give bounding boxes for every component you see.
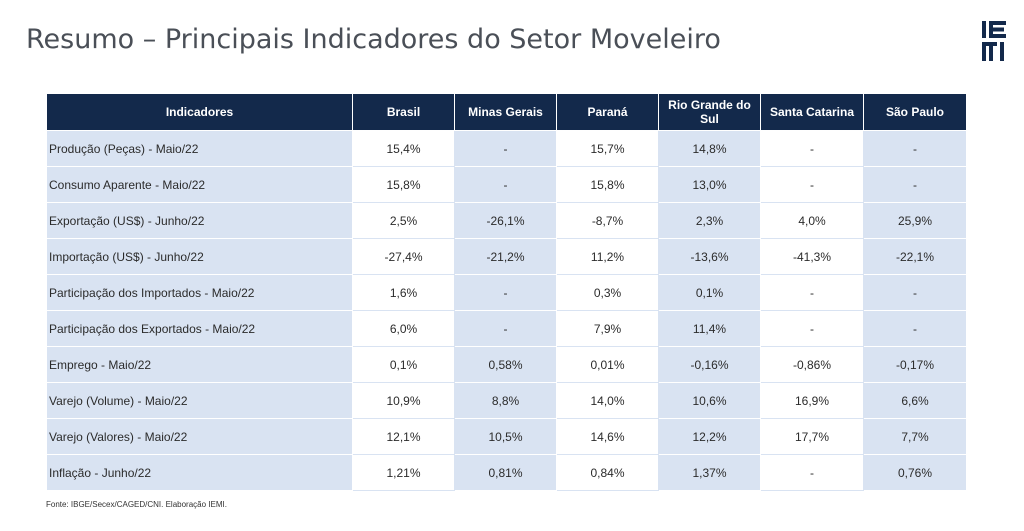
- row-label: Produção (Peças) - Maio/22: [46, 130, 353, 167]
- cell-parana: 0,01%: [556, 346, 659, 383]
- cell-santa-catarina: -41,3%: [760, 238, 864, 275]
- cell-rio-grande-do-sul: 14,8%: [658, 130, 761, 167]
- cell-minas-gerais: -21,2%: [454, 238, 557, 275]
- cell-parana: 0,3%: [556, 274, 659, 311]
- iemi-logo: [982, 21, 1006, 61]
- cell-sao-paulo: -: [863, 166, 967, 203]
- cell-sao-paulo: 7,7%: [863, 418, 967, 455]
- cell-brasil: 15,8%: [352, 166, 455, 203]
- cell-minas-gerais: -: [454, 274, 557, 311]
- cell-sao-paulo: 6,6%: [863, 382, 967, 419]
- cell-sao-paulo: -: [863, 310, 967, 347]
- row-label: Exportação (US$) - Junho/22: [46, 202, 353, 239]
- table-row: Inflação - Junho/22 1,21% 0,81% 0,84% 1,…: [46, 454, 967, 491]
- cell-brasil: 2,5%: [352, 202, 455, 239]
- cell-parana: 14,6%: [556, 418, 659, 455]
- row-label: Importação (US$) - Junho/22: [46, 238, 353, 275]
- cell-rio-grande-do-sul: 0,1%: [658, 274, 761, 311]
- cell-rio-grande-do-sul: 12,2%: [658, 418, 761, 455]
- cell-santa-catarina: 16,9%: [760, 382, 864, 419]
- row-label: Varejo (Volume) - Maio/22: [46, 382, 353, 419]
- header-rio-grande-do-sul: Rio Grande do Sul: [658, 93, 761, 131]
- row-label: Participação dos Exportados - Maio/22: [46, 310, 353, 347]
- cell-minas-gerais: -: [454, 166, 557, 203]
- cell-parana: 11,2%: [556, 238, 659, 275]
- table-row: Exportação (US$) - Junho/22 2,5% -26,1% …: [46, 202, 967, 239]
- cell-brasil: 1,21%: [352, 454, 455, 491]
- cell-minas-gerais: 10,5%: [454, 418, 557, 455]
- table-row: Participação dos Importados - Maio/22 1,…: [46, 274, 967, 311]
- cell-parana: 15,8%: [556, 166, 659, 203]
- cell-rio-grande-do-sul: 10,6%: [658, 382, 761, 419]
- cell-parana: 14,0%: [556, 382, 659, 419]
- header-brasil: Brasil: [352, 93, 455, 131]
- cell-santa-catarina: -0,86%: [760, 346, 864, 383]
- cell-rio-grande-do-sul: 13,0%: [658, 166, 761, 203]
- cell-sao-paulo: -: [863, 130, 967, 167]
- row-label: Varejo (Valores) - Maio/22: [46, 418, 353, 455]
- header-indicadores: Indicadores: [46, 93, 353, 131]
- cell-santa-catarina: -: [760, 454, 864, 491]
- cell-rio-grande-do-sul: -0,16%: [658, 346, 761, 383]
- cell-minas-gerais: 0,81%: [454, 454, 557, 491]
- cell-santa-catarina: -: [760, 310, 864, 347]
- cell-brasil: -27,4%: [352, 238, 455, 275]
- row-label: Participação dos Importados - Maio/22: [46, 274, 353, 311]
- header-santa-catarina: Santa Catarina: [760, 93, 864, 131]
- source-note: Fonte: IBGE/Secex/CAGED/CNI. Elaboração …: [46, 500, 227, 509]
- row-label: Emprego - Maio/22: [46, 346, 353, 383]
- table-row: Emprego - Maio/22 0,1% 0,58% 0,01% -0,16…: [46, 346, 967, 383]
- cell-santa-catarina: -: [760, 166, 864, 203]
- cell-sao-paulo: -0,17%: [863, 346, 967, 383]
- page-title: Resumo – Principais Indicadores do Setor…: [26, 24, 721, 55]
- cell-parana: 15,7%: [556, 130, 659, 167]
- indicators-table: Indicadores Brasil Minas Gerais Paraná R…: [46, 93, 967, 491]
- cell-minas-gerais: -: [454, 130, 557, 167]
- cell-brasil: 10,9%: [352, 382, 455, 419]
- cell-brasil: 0,1%: [352, 346, 455, 383]
- table-row: Varejo (Volume) - Maio/22 10,9% 8,8% 14,…: [46, 382, 967, 419]
- cell-minas-gerais: -: [454, 310, 557, 347]
- cell-parana: 0,84%: [556, 454, 659, 491]
- cell-minas-gerais: -26,1%: [454, 202, 557, 239]
- cell-brasil: 12,1%: [352, 418, 455, 455]
- row-label: Consumo Aparente - Maio/22: [46, 166, 353, 203]
- cell-brasil: 15,4%: [352, 130, 455, 167]
- cell-minas-gerais: 0,58%: [454, 346, 557, 383]
- header-sao-paulo: São Paulo: [863, 93, 967, 131]
- cell-sao-paulo: 0,76%: [863, 454, 967, 491]
- header-minas-gerais: Minas Gerais: [454, 93, 557, 131]
- cell-rio-grande-do-sul: 1,37%: [658, 454, 761, 491]
- cell-rio-grande-do-sul: 11,4%: [658, 310, 761, 347]
- cell-parana: -8,7%: [556, 202, 659, 239]
- cell-parana: 7,9%: [556, 310, 659, 347]
- table-row: Participação dos Exportados - Maio/22 6,…: [46, 310, 967, 347]
- cell-minas-gerais: 8,8%: [454, 382, 557, 419]
- header-parana: Paraná: [556, 93, 659, 131]
- cell-sao-paulo: 25,9%: [863, 202, 967, 239]
- table-row: Consumo Aparente - Maio/22 15,8% - 15,8%…: [46, 166, 967, 203]
- table-row: Produção (Peças) - Maio/22 15,4% - 15,7%…: [46, 130, 967, 167]
- cell-sao-paulo: -22,1%: [863, 238, 967, 275]
- row-label: Inflação - Junho/22: [46, 454, 353, 491]
- table-row: Importação (US$) - Junho/22 -27,4% -21,2…: [46, 238, 967, 275]
- cell-santa-catarina: -: [760, 274, 864, 311]
- cell-santa-catarina: -: [760, 130, 864, 167]
- cell-rio-grande-do-sul: 2,3%: [658, 202, 761, 239]
- cell-santa-catarina: 17,7%: [760, 418, 864, 455]
- table-header-row: Indicadores Brasil Minas Gerais Paraná R…: [46, 93, 967, 131]
- cell-santa-catarina: 4,0%: [760, 202, 864, 239]
- cell-brasil: 1,6%: [352, 274, 455, 311]
- cell-sao-paulo: -: [863, 274, 967, 311]
- cell-brasil: 6,0%: [352, 310, 455, 347]
- table-row: Varejo (Valores) - Maio/22 12,1% 10,5% 1…: [46, 418, 967, 455]
- cell-rio-grande-do-sul: -13,6%: [658, 238, 761, 275]
